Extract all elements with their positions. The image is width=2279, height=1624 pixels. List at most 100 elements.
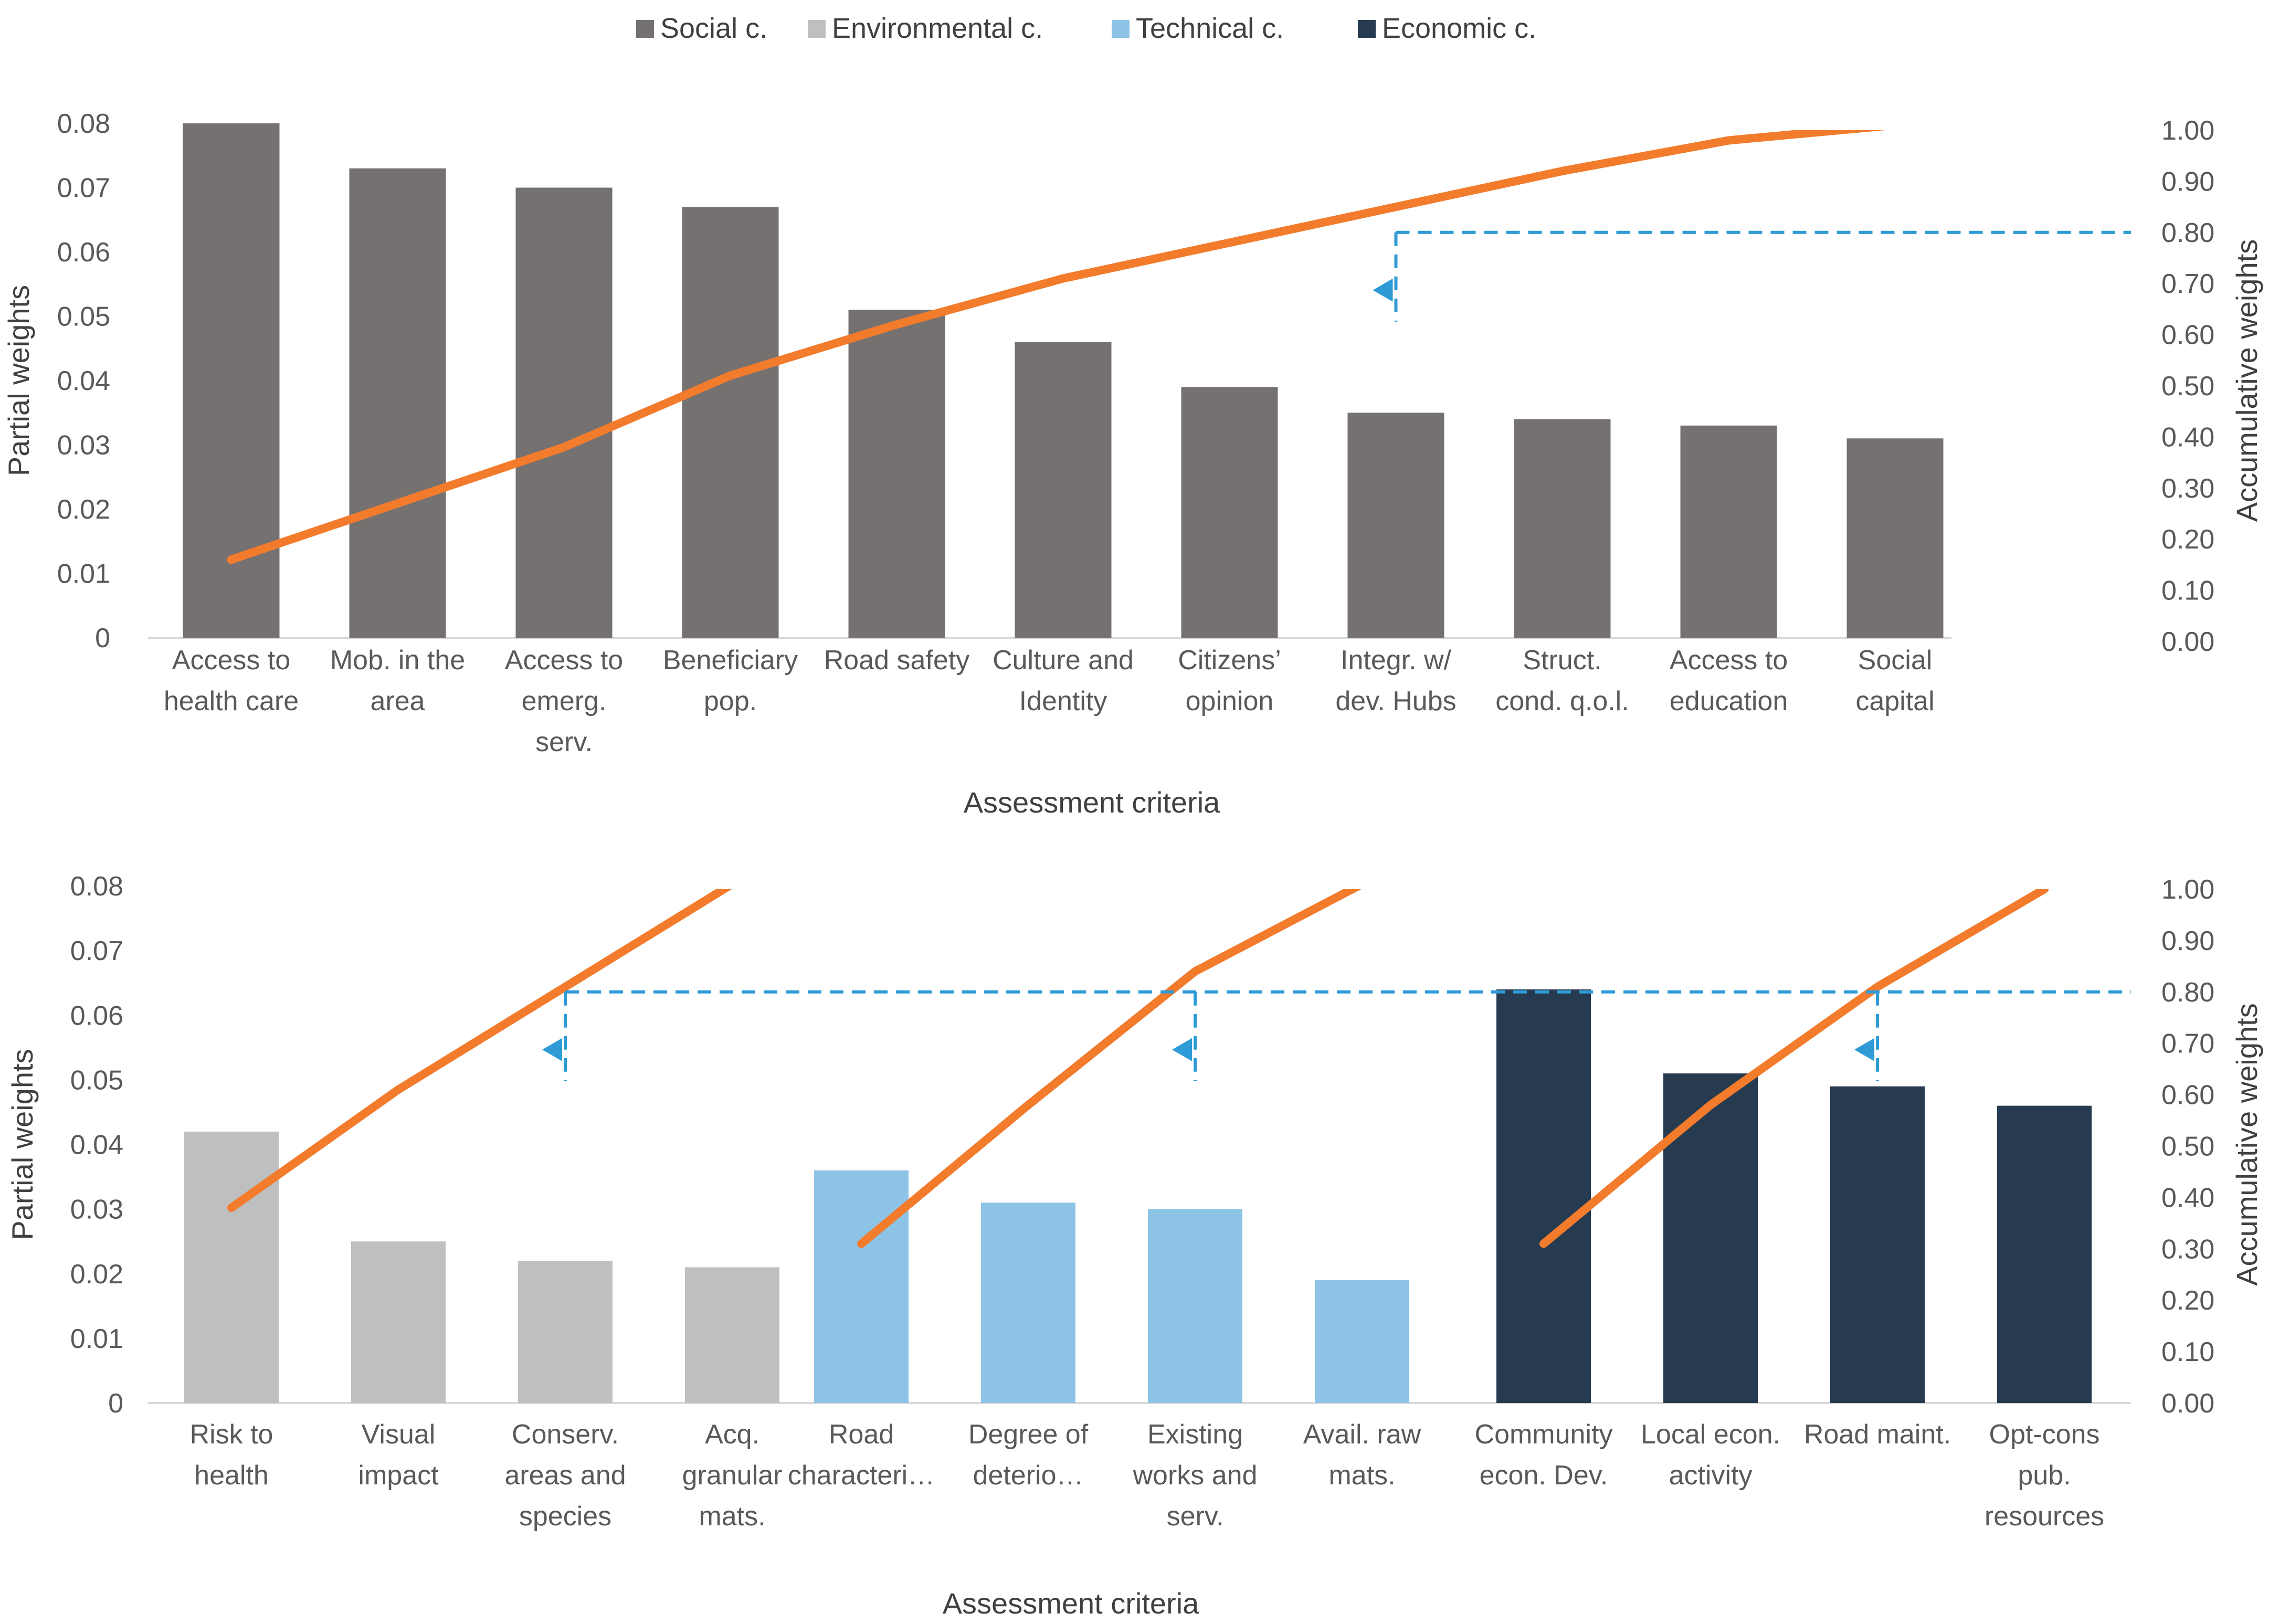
bar: [1181, 387, 1278, 638]
bar: [848, 310, 945, 638]
bar: [1347, 413, 1444, 638]
category-label: Beneficiary: [663, 645, 798, 676]
y-axis-title: Partial weights: [2, 285, 35, 476]
bar: [1680, 425, 1777, 638]
y2-tick-label: 0.90: [2161, 926, 2214, 956]
y2-axis-title: Accumulative weights: [2230, 1003, 2263, 1285]
legend-label: Environmental c.: [832, 13, 1043, 44]
bar: [1997, 1105, 2092, 1403]
y2-tick-label: 0.70: [2161, 1029, 2214, 1059]
threshold-arrow: [1172, 1038, 1192, 1061]
y2-tick-label: 0.50: [2161, 1132, 2214, 1162]
y2-tick-label: 0.50: [2161, 371, 2214, 402]
bar: [1015, 342, 1112, 638]
category-label: Access to: [172, 645, 290, 676]
bar: [184, 1131, 279, 1403]
y-tick-label: 0.02: [70, 1259, 123, 1290]
category-label: mats.: [699, 1501, 765, 1532]
y2-tick-label: 0.00: [2161, 1388, 2214, 1419]
y-tick-label: 0.05: [57, 302, 110, 332]
category-label: Access to: [1670, 645, 1788, 676]
category-label: Acq.: [705, 1419, 759, 1450]
y-tick-label: 0.07: [70, 936, 123, 966]
category-label: opinion: [1186, 686, 1274, 716]
category-label: granular: [682, 1460, 783, 1491]
category-label: dev. Hubs: [1335, 686, 1456, 716]
bar: [349, 168, 446, 638]
cumulative-line: [1539, 889, 2049, 1248]
category-label: area: [370, 686, 425, 716]
category-label: Visual: [362, 1419, 436, 1450]
x-axis-title: Assessment criteria: [964, 786, 1220, 819]
y-tick-label: 0.03: [70, 1195, 123, 1225]
category-label: Existing: [1147, 1419, 1243, 1450]
category-label: serv.: [1167, 1501, 1224, 1532]
bar: [682, 207, 779, 638]
bar: [1496, 989, 1591, 1403]
category-label: Degree of: [968, 1419, 1089, 1450]
y-tick-label: 0.08: [70, 871, 123, 902]
category-label: capital: [1855, 686, 1934, 716]
category-label: Social: [1858, 645, 1933, 676]
y2-tick-label: 0.70: [2161, 269, 2214, 299]
category-label: mats.: [1328, 1460, 1395, 1491]
bar: [515, 187, 613, 638]
category-label: cond. q.o.l.: [1495, 686, 1629, 716]
y-tick-label: 0.01: [70, 1324, 123, 1354]
category-label: pop.: [704, 686, 757, 716]
category-label: Road: [829, 1419, 894, 1450]
y-tick-label: 0.08: [57, 109, 110, 139]
bar: [1847, 438, 1944, 638]
y2-tick-label: 1.00: [2161, 115, 2214, 146]
category-label: species: [519, 1501, 611, 1532]
cumulative-line: [857, 889, 1362, 1248]
category-label: areas and: [504, 1460, 626, 1491]
x-axis-title: Assessment criteria: [943, 1587, 1199, 1620]
legend-swatch: [636, 20, 654, 38]
y-tick-label: 0.03: [57, 430, 110, 461]
y-tick-label: 0.07: [57, 173, 110, 204]
y2-tick-label: 0.40: [2161, 1183, 2214, 1213]
y-tick-label: 0: [95, 623, 110, 653]
bar: [1514, 419, 1611, 638]
category-label: econ. Dev.: [1480, 1460, 1608, 1491]
category-label: education: [1670, 686, 1788, 716]
category-label: emerg.: [522, 686, 607, 716]
y-tick-label: 0.02: [57, 494, 110, 525]
threshold-arrow: [1373, 278, 1393, 302]
category-label: Risk to: [190, 1419, 273, 1450]
legend-swatch: [1358, 20, 1376, 38]
y2-tick-label: 0.90: [2161, 166, 2214, 197]
legend-label: Economic c.: [1382, 13, 1536, 44]
bar: [685, 1267, 779, 1403]
y2-tick-label: 0.80: [2161, 218, 2214, 248]
category-label: Culture and: [993, 645, 1134, 676]
category-label: Road safety: [824, 645, 970, 676]
y2-tick-label: 1.00: [2161, 874, 2214, 905]
category-label: pub.: [2018, 1460, 2071, 1491]
category-label: health care: [164, 686, 299, 716]
category-label: serv.: [535, 727, 593, 757]
category-label: Identity: [1019, 686, 1107, 716]
category-label: activity: [1669, 1460, 1753, 1491]
bar: [1148, 1209, 1242, 1403]
category-label: impact: [358, 1460, 439, 1491]
y2-tick-label: 0.20: [2161, 524, 2214, 555]
y-tick-label: 0.01: [57, 559, 110, 589]
y-tick-label: 0.06: [70, 1000, 123, 1031]
y-tick-label: 0.05: [70, 1065, 123, 1095]
category-label: works and: [1133, 1460, 1258, 1491]
y2-tick-label: 0.60: [2161, 320, 2214, 351]
threshold-arrow: [1854, 1038, 1874, 1061]
category-label: resources: [1985, 1501, 2104, 1532]
y-axis-title: Partial weights: [6, 1049, 39, 1240]
y2-tick-label: 0.10: [2161, 576, 2214, 606]
y-tick-label: 0.06: [57, 237, 110, 268]
y2-tick-label: 0.40: [2161, 422, 2214, 452]
category-label: characteri…: [788, 1460, 935, 1491]
y-tick-label: 0.04: [70, 1130, 123, 1161]
cumulative-line: [227, 889, 732, 1212]
y2-tick-label: 0.20: [2161, 1285, 2214, 1316]
category-label: Avail. raw: [1303, 1419, 1421, 1450]
